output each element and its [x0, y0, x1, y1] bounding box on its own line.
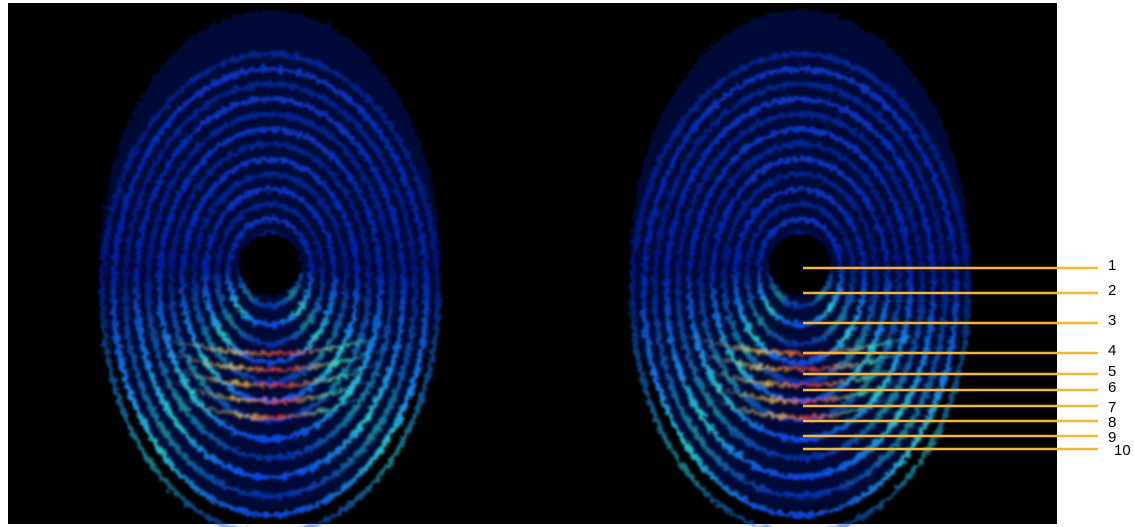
ring [99, 51, 441, 527]
ring [134, 96, 406, 480]
ring [145, 111, 395, 461]
marker-label: 7 [1108, 399, 1116, 416]
ring [214, 201, 326, 347]
ring [652, 81, 948, 499]
ring [168, 141, 372, 423]
ring [756, 216, 844, 328]
marker-label: 6 [1108, 379, 1116, 396]
marker-label: 3 [1108, 312, 1116, 329]
marker-label: 5 [1108, 363, 1116, 380]
ring [675, 111, 925, 461]
marker-label: 10 [1114, 442, 1131, 459]
marker-label: 9 [1108, 429, 1116, 446]
ring [744, 201, 856, 347]
marker-label: 2 [1108, 282, 1116, 299]
marker-label: 1 [1108, 257, 1116, 274]
ring [226, 216, 314, 328]
ring [157, 126, 383, 442]
center-hole [238, 233, 302, 297]
marker-label: 4 [1108, 342, 1116, 359]
hot-band [677, 344, 923, 371]
hot-band [171, 392, 369, 419]
ring [721, 171, 879, 385]
ring-pattern-right [629, 10, 971, 527]
hot-band [147, 344, 393, 371]
hot-band [155, 360, 385, 387]
ring [191, 171, 349, 385]
ring-pattern-left [99, 10, 441, 527]
ring [203, 186, 337, 366]
center-hole [768, 233, 832, 297]
ring [687, 126, 913, 442]
ring [111, 66, 429, 518]
hot-band [685, 360, 915, 387]
marker-label: 8 [1108, 414, 1116, 431]
hot-band [669, 328, 931, 355]
hot-band [693, 376, 907, 403]
ring [664, 96, 936, 480]
hot-band [163, 376, 377, 403]
hot-band [701, 392, 899, 419]
hot-band [139, 328, 401, 355]
ring [122, 81, 418, 499]
ring [733, 186, 867, 366]
ring [698, 141, 902, 423]
